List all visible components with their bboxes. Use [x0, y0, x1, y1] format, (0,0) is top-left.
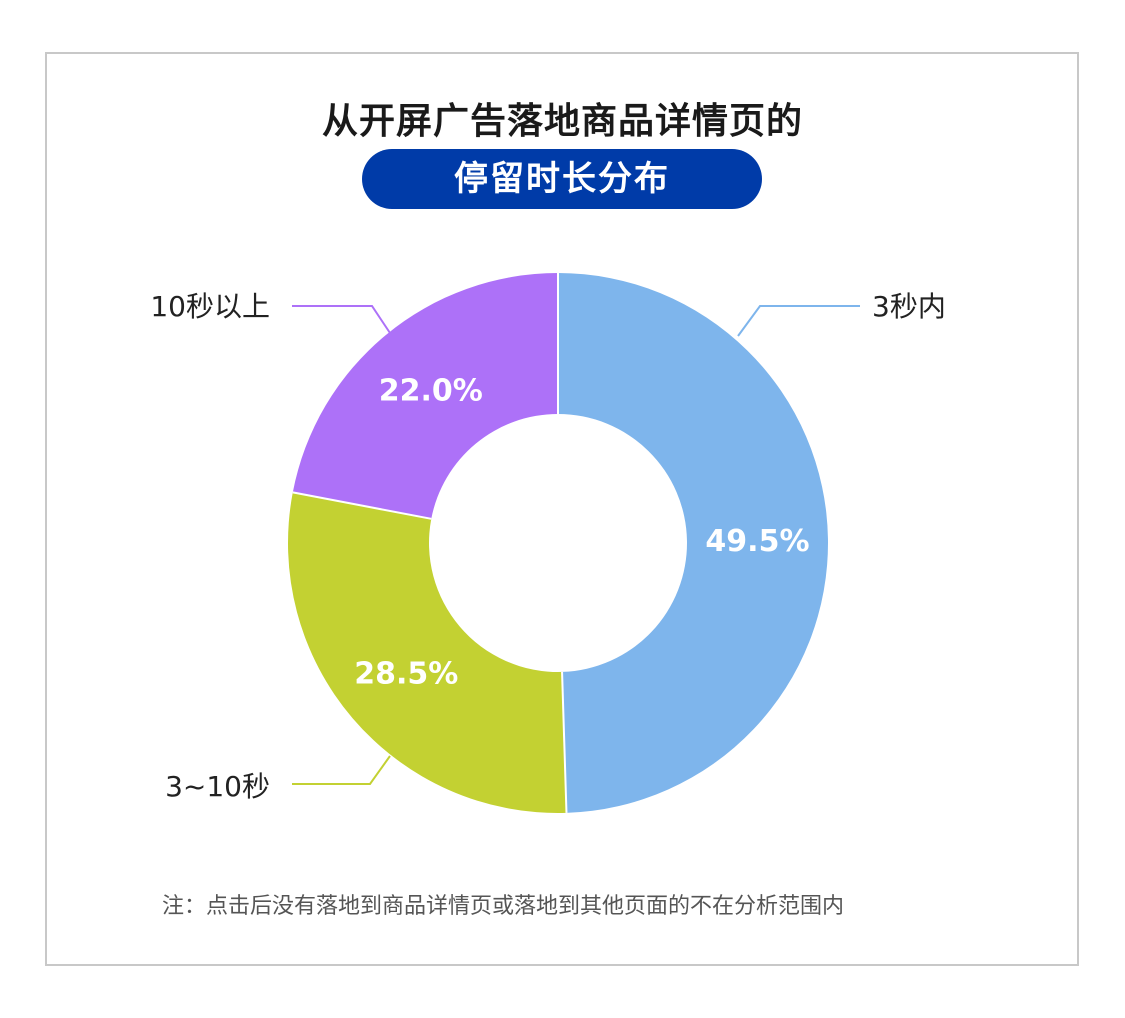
leader-line-1	[737, 305, 860, 337]
slice-value-label-3: 22.0%	[379, 373, 483, 408]
category-label-2: 3~10秒	[165, 770, 270, 803]
slice-divider-2	[561, 671, 568, 813]
slice-value-label-1: 49.5%	[705, 524, 809, 559]
donut-slice-3	[292, 273, 558, 519]
chart-subtitle-pill: 停留时长分布	[362, 149, 762, 209]
slice-value-label-2: 28.5%	[354, 657, 458, 692]
donut-slice-1	[558, 273, 828, 813]
donut-slice-2	[287, 492, 567, 813]
category-label-1: 3秒内	[872, 290, 946, 323]
chart-title: 从开屏广告落地商品详情页的	[321, 101, 803, 142]
category-label-3: 10秒以上	[150, 290, 270, 323]
leader-line-3	[292, 305, 391, 334]
leader-line-2	[292, 755, 391, 785]
chart-frame	[45, 52, 1079, 966]
slice-divider-3	[292, 491, 432, 520]
footnote: 注：点击后没有落地到商品详情页或落地到其他页面的不在分析范围内	[162, 894, 845, 919]
